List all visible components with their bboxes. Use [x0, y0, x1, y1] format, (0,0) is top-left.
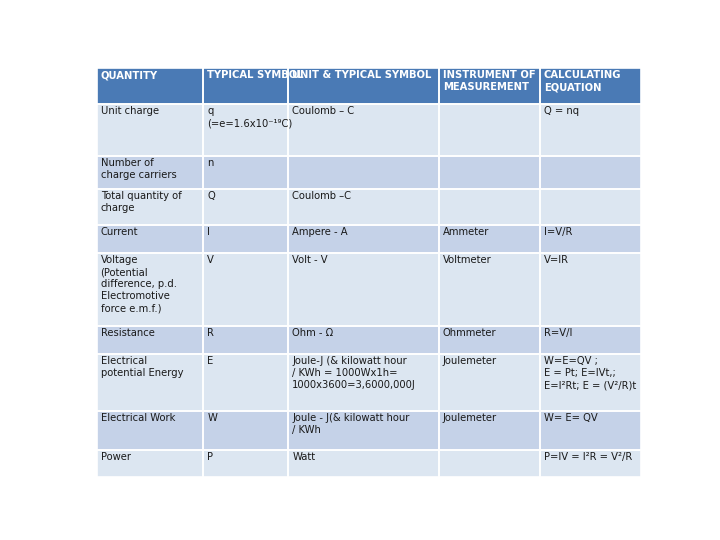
Text: QUANTITY: QUANTITY: [101, 70, 158, 80]
Text: Voltage
(Potential
difference, p.d.
Electromotive
force e.m.f.): Voltage (Potential difference, p.d. Elec…: [101, 255, 176, 313]
Text: Volt - V: Volt - V: [292, 255, 328, 265]
Bar: [438, 104, 540, 157]
Text: V: V: [207, 255, 215, 265]
Bar: [540, 411, 642, 450]
Text: E: E: [207, 356, 214, 366]
Text: P: P: [207, 452, 213, 462]
Text: INSTRUMENT OF
MEASUREMENT: INSTRUMENT OF MEASUREMENT: [443, 70, 535, 92]
Bar: [204, 326, 288, 354]
Text: R=V/I: R=V/I: [544, 328, 572, 339]
Text: R: R: [207, 328, 215, 339]
Text: Watt: Watt: [292, 452, 315, 462]
Bar: [96, 253, 204, 326]
Bar: [96, 326, 204, 354]
Bar: [204, 411, 288, 450]
Bar: [204, 190, 288, 225]
Bar: [540, 450, 642, 477]
Text: I: I: [207, 227, 210, 238]
Text: V=IR: V=IR: [544, 255, 569, 265]
Text: P=IV = I²R = V²/R: P=IV = I²R = V²/R: [544, 452, 632, 462]
Bar: [96, 354, 204, 411]
Bar: [438, 157, 540, 190]
Text: n: n: [207, 158, 214, 168]
Text: Joulemeter: Joulemeter: [443, 356, 497, 366]
Bar: [204, 68, 288, 104]
Bar: [204, 450, 288, 477]
Text: Resistance: Resistance: [101, 328, 155, 339]
Text: Joule - J(& kilowatt hour
/ KWh: Joule - J(& kilowatt hour / KWh: [292, 414, 410, 435]
Text: Joule-J (& kilowatt hour
/ KWh = 1000Wx1h=
1000x3600=3,6000,000J: Joule-J (& kilowatt hour / KWh = 1000Wx1…: [292, 356, 416, 390]
Text: Number of
charge carriers: Number of charge carriers: [101, 158, 176, 180]
Text: Electrical
potential Energy: Electrical potential Energy: [101, 356, 183, 378]
Text: Coulomb –C: Coulomb –C: [292, 191, 351, 201]
Bar: [204, 253, 288, 326]
Bar: [288, 157, 438, 190]
Bar: [540, 157, 642, 190]
Text: Voltmeter: Voltmeter: [443, 255, 492, 265]
Bar: [540, 104, 642, 157]
Bar: [540, 68, 642, 104]
Text: UNIT & TYPICAL SYMBOL: UNIT & TYPICAL SYMBOL: [292, 70, 431, 80]
Bar: [288, 190, 438, 225]
Bar: [96, 104, 204, 157]
Bar: [204, 157, 288, 190]
Bar: [438, 354, 540, 411]
Bar: [438, 225, 540, 253]
Bar: [540, 190, 642, 225]
Bar: [288, 253, 438, 326]
Text: Current: Current: [101, 227, 138, 238]
Bar: [540, 225, 642, 253]
Text: Q: Q: [207, 191, 215, 201]
Text: Ampere - A: Ampere - A: [292, 227, 348, 238]
Text: I=V/R: I=V/R: [544, 227, 572, 238]
Bar: [540, 253, 642, 326]
Bar: [438, 450, 540, 477]
Text: Power: Power: [101, 452, 130, 462]
Text: Coulomb – C: Coulomb – C: [292, 106, 354, 116]
Bar: [96, 225, 204, 253]
Bar: [288, 354, 438, 411]
Bar: [96, 450, 204, 477]
Bar: [288, 104, 438, 157]
Bar: [204, 104, 288, 157]
Text: Ammeter: Ammeter: [443, 227, 489, 238]
Text: Ohm - Ω: Ohm - Ω: [292, 328, 333, 339]
Bar: [438, 253, 540, 326]
Bar: [204, 354, 288, 411]
Bar: [540, 354, 642, 411]
Text: Q = nq: Q = nq: [544, 106, 579, 116]
Text: Unit charge: Unit charge: [101, 106, 158, 116]
Text: W=E=QV ;
E = Pt; E=IVt,;
E=I²Rt; E = (V²/R)t: W=E=QV ; E = Pt; E=IVt,; E=I²Rt; E = (V²…: [544, 356, 636, 390]
Bar: [288, 411, 438, 450]
Text: CALCULATING
EQUATION: CALCULATING EQUATION: [544, 70, 621, 92]
Bar: [96, 411, 204, 450]
Bar: [288, 68, 438, 104]
Text: W= E= QV: W= E= QV: [544, 414, 598, 423]
Text: Total quantity of
charge: Total quantity of charge: [101, 191, 181, 213]
Text: Electrical Work: Electrical Work: [101, 414, 175, 423]
Text: TYPICAL SYMBOL: TYPICAL SYMBOL: [207, 70, 304, 80]
Bar: [438, 68, 540, 104]
Bar: [96, 68, 204, 104]
Text: q
(=e=1.6x10⁻¹⁹C): q (=e=1.6x10⁻¹⁹C): [207, 106, 292, 129]
Text: W: W: [207, 414, 217, 423]
Bar: [288, 450, 438, 477]
Bar: [540, 326, 642, 354]
Text: Joulemeter: Joulemeter: [443, 414, 497, 423]
Bar: [288, 225, 438, 253]
Bar: [438, 190, 540, 225]
Bar: [438, 326, 540, 354]
Bar: [438, 411, 540, 450]
Bar: [96, 190, 204, 225]
Bar: [96, 157, 204, 190]
Bar: [288, 326, 438, 354]
Bar: [204, 225, 288, 253]
Text: Ohmmeter: Ohmmeter: [443, 328, 496, 339]
